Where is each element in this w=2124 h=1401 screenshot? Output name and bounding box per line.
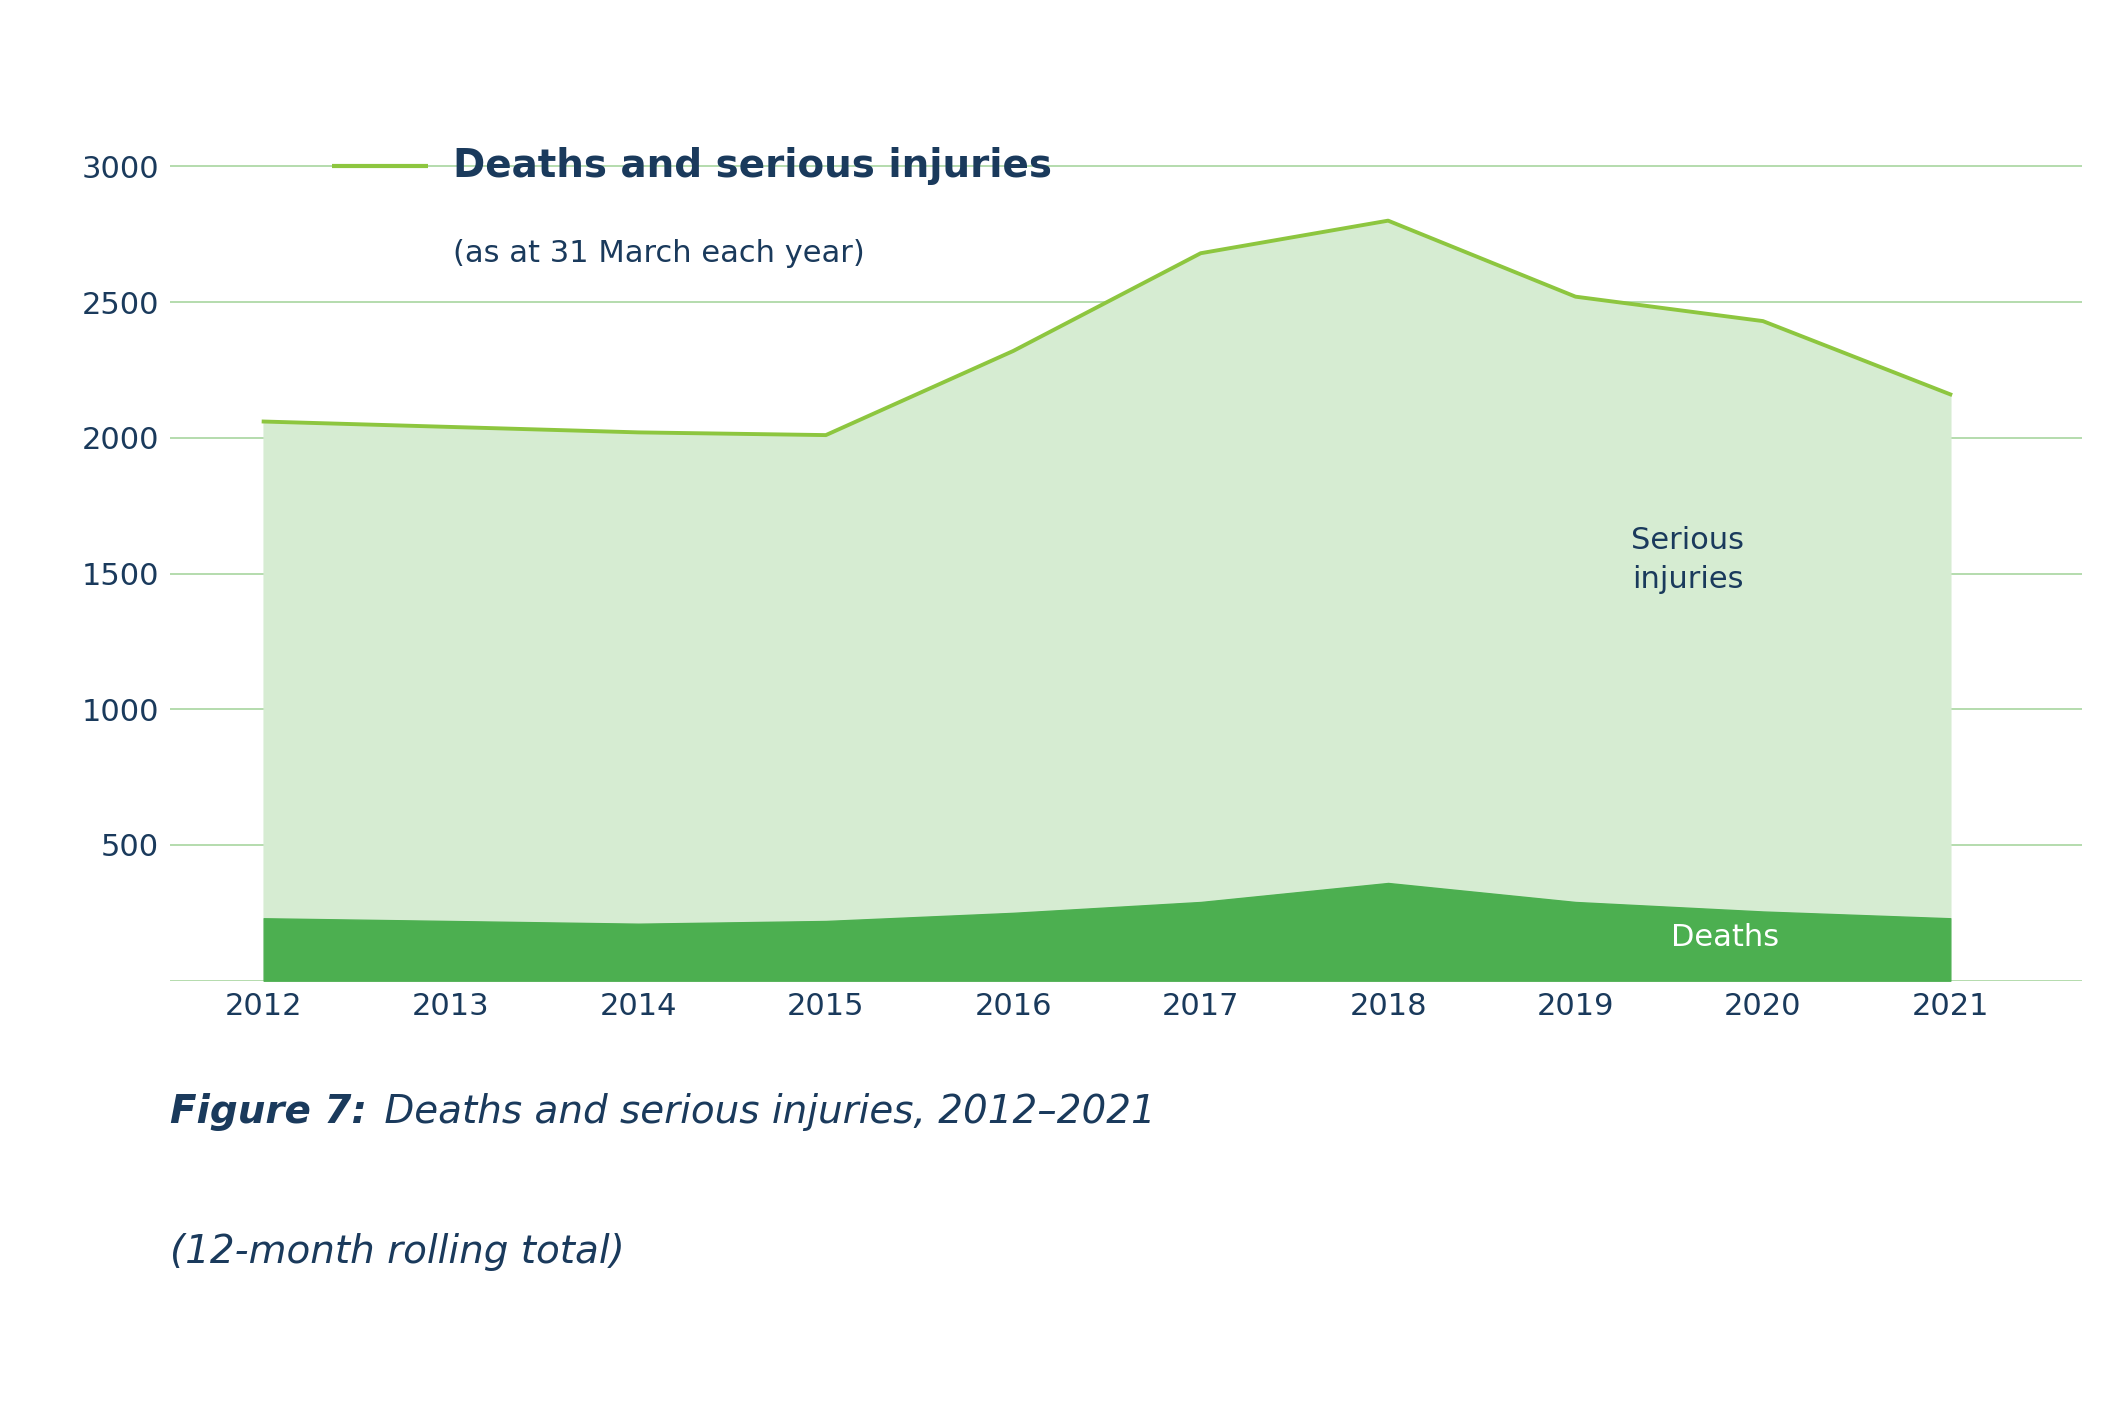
Text: Figure 7:: Figure 7: — [170, 1093, 367, 1131]
Text: (12-month rolling total): (12-month rolling total) — [170, 1233, 624, 1271]
Text: Deaths and serious injuries: Deaths and serious injuries — [452, 147, 1051, 185]
Text: (as at 31 March each year): (as at 31 March each year) — [452, 238, 864, 268]
Text: Serious
injuries: Serious injuries — [1631, 527, 1744, 594]
Text: Deaths: Deaths — [1672, 923, 1780, 951]
Text: Deaths and serious injuries, 2012–2021: Deaths and serious injuries, 2012–2021 — [372, 1093, 1155, 1131]
